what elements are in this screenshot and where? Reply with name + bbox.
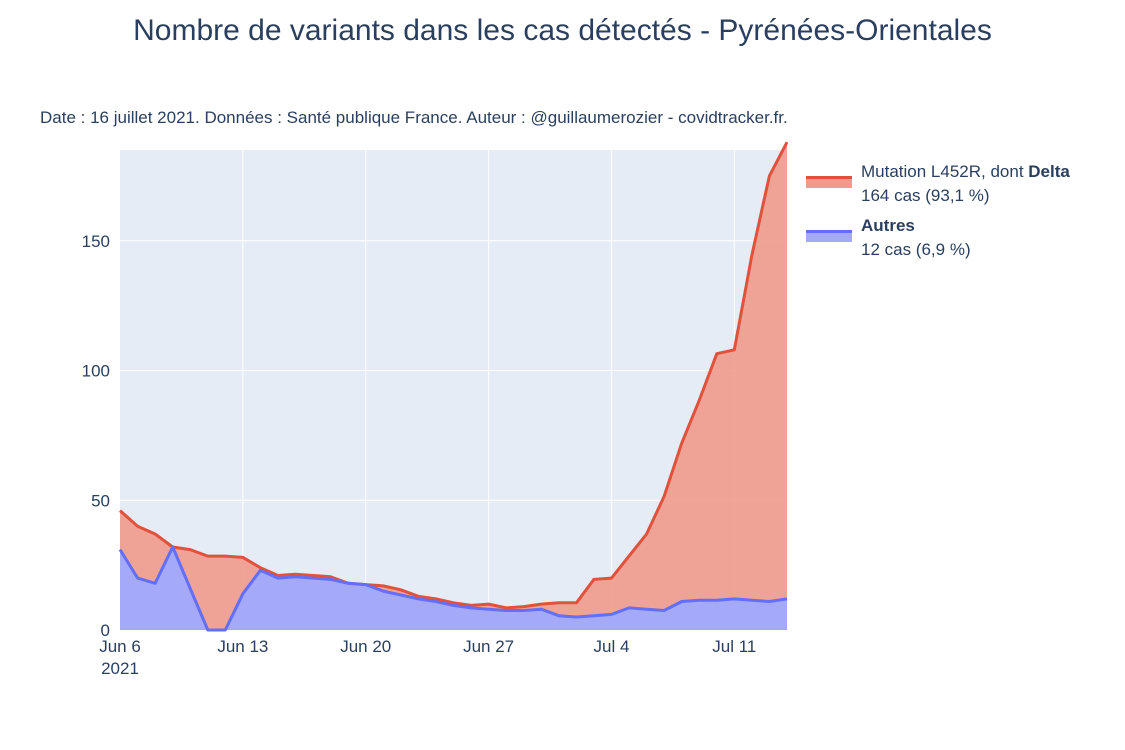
- y-tick-label: 50: [91, 491, 110, 510]
- chart-subtitle: Date : 16 juillet 2021. Données : Santé …: [40, 108, 788, 127]
- chart-title: Nombre de variants dans les cas détectés…: [133, 14, 992, 47]
- x-tick-label: Jun 20: [340, 637, 391, 656]
- delta-area: [120, 142, 787, 630]
- y-tick-label: 0: [101, 621, 110, 640]
- y-tick-label: 150: [82, 232, 110, 251]
- legend-label-autres: Autres: [861, 216, 915, 235]
- delta-line: [119, 141, 789, 610]
- x-tick-sublabel: 2021: [101, 659, 139, 678]
- x-tick-label: Jun 6: [99, 637, 141, 656]
- legend-detail-delta: 164 cas (93,1 %): [861, 186, 990, 205]
- autres-area: [120, 547, 787, 630]
- legend-detail-autres: 12 cas (6,9 %): [861, 240, 971, 259]
- legend-label-delta: Mutation L452R, dont Delta: [861, 162, 1070, 181]
- x-tick-label: Jul 11: [712, 637, 756, 656]
- series-areas: [118, 141, 789, 632]
- legend-swatch-delta: [806, 176, 852, 188]
- x-tick-label: Jul 4: [594, 637, 630, 656]
- autres-line: [118, 545, 788, 632]
- legend-swatch-autres: [806, 230, 852, 242]
- x-tick-label: Jun 27: [463, 637, 514, 656]
- y-tick-label: 100: [82, 362, 110, 381]
- x-tick-label: Jun 13: [217, 637, 268, 656]
- axis-ticks: 0 50 100 150 Jun 6 2021 Jun 13 Jun 20 Jun 27 Jul …: [82, 232, 757, 678]
